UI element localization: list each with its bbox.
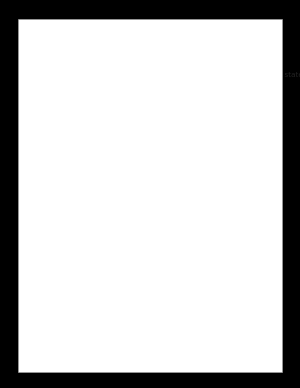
Text: Issue 1: Issue 1 (249, 26, 277, 32)
Text: red: red (73, 102, 87, 111)
Text: red: red (73, 171, 87, 180)
Circle shape (63, 102, 71, 111)
Text: red: red (106, 113, 120, 122)
Text: 40: 40 (268, 61, 277, 67)
Circle shape (126, 135, 134, 144)
Circle shape (126, 158, 134, 166)
Text: green: green (106, 158, 130, 166)
Text: TD*: TD* (32, 102, 46, 111)
Circle shape (63, 146, 71, 156)
Text: DTR*: DTR* (134, 158, 153, 166)
Text: red: red (73, 147, 87, 156)
Text: RTS*: RTS* (32, 124, 51, 133)
Text: red: red (106, 135, 120, 144)
Text: Installing the System: Installing the System (23, 47, 94, 54)
Text: CD: CD (32, 171, 42, 180)
Circle shape (126, 113, 134, 122)
Text: With the mini-tester connected to the MAP and the PMS, but in an idle state, the: With the mini-tester connected to the MA… (28, 72, 300, 78)
Text: dark: dark (73, 124, 92, 133)
Text: CTS: CTS (134, 135, 148, 144)
Circle shape (63, 171, 71, 180)
FancyBboxPatch shape (28, 88, 171, 189)
Text: GuestWorks Issue 6 Technician Handbook  555-231-109: GuestWorks Issue 6 Technician Handbook 5… (23, 26, 242, 32)
Text: Connecting the Hospitality Adjuncts: Connecting the Hospitality Adjuncts (23, 61, 143, 67)
Text: DSR: DSR (32, 147, 46, 156)
Text: April 2000: April 2000 (236, 36, 277, 43)
Text: RD: RD (134, 113, 143, 122)
Text: mini-tester should show the following:: mini-tester should show the following: (28, 81, 166, 87)
